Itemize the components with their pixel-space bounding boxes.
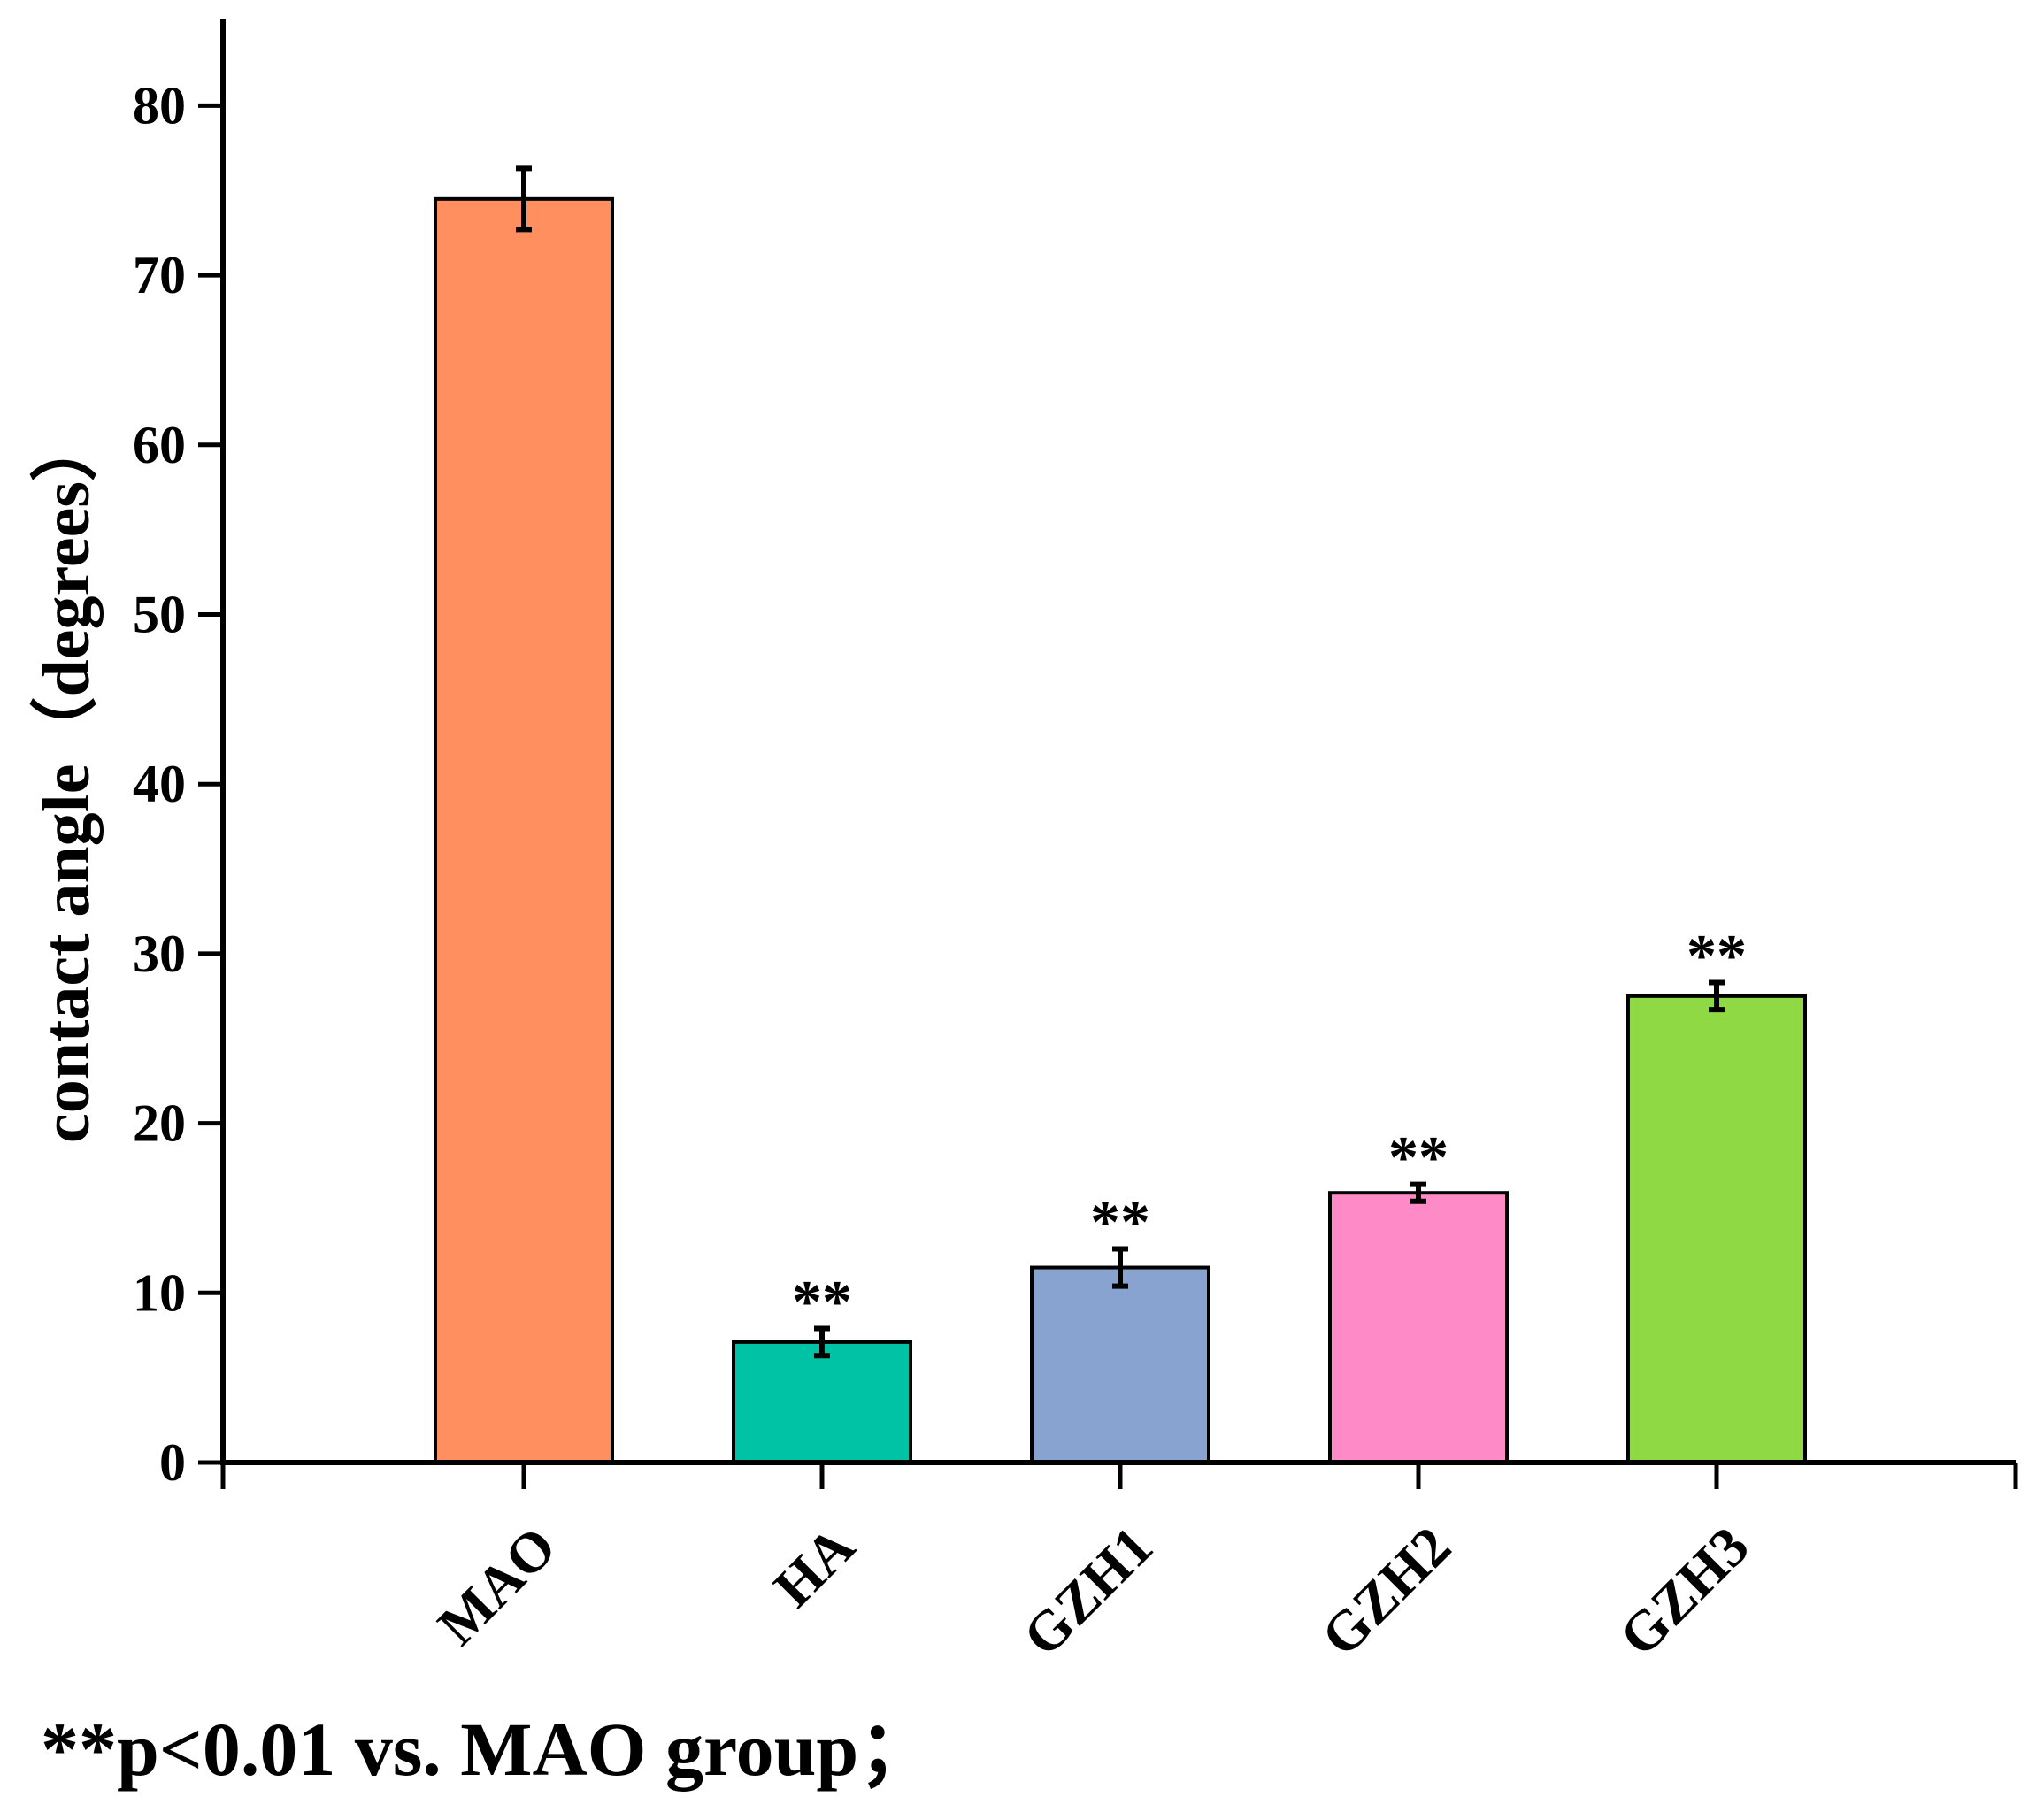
- ticks-layer: MAO HA GZH1 GZH2 GZH3 0 10 20 30 40 50 60 70 80: [133, 76, 1761, 1668]
- x-tick-label-ha: HA: [762, 1515, 866, 1619]
- y-tick-label-40: 40: [133, 755, 186, 813]
- significance-footnote: **p<0.01 vs. MAO group；: [41, 1707, 935, 1792]
- y-axis-title: contact angle（degrees）: [29, 414, 104, 1143]
- y-tick-label-30: 30: [133, 925, 186, 983]
- y-tick-label-80: 80: [133, 76, 186, 134]
- y-tick-label-60: 60: [133, 416, 186, 474]
- y-tick-label-0: 0: [159, 1433, 186, 1492]
- error-bars-layer: [516, 165, 1725, 1359]
- bar-gzh1: [1030, 1265, 1210, 1465]
- y-tick-label-10: 10: [133, 1263, 186, 1322]
- y-tick-label-50: 50: [133, 586, 186, 644]
- significance-layer: ** ** ** **: [792, 921, 1747, 1334]
- bar-mao: [434, 196, 614, 1465]
- bar-gzh2: [1328, 1191, 1509, 1465]
- x-tick-label-gzh3: GZH3: [1607, 1515, 1760, 1668]
- y-tick-label-20: 20: [133, 1094, 186, 1153]
- bar-gzh3: [1626, 994, 1807, 1464]
- significance-mark-ha: **: [792, 1268, 852, 1335]
- significance-mark-gzh3: **: [1687, 921, 1747, 988]
- x-tick-label-mao: MAO: [426, 1515, 568, 1657]
- x-tick-label-gzh2: GZH2: [1309, 1515, 1462, 1668]
- significance-mark-gzh2: **: [1388, 1124, 1448, 1191]
- bar-ha: [732, 1340, 912, 1464]
- x-tick-label-gzh1: GZH1: [1010, 1515, 1164, 1668]
- y-tick-label-70: 70: [133, 246, 186, 304]
- significance-mark-gzh1: **: [1090, 1187, 1150, 1255]
